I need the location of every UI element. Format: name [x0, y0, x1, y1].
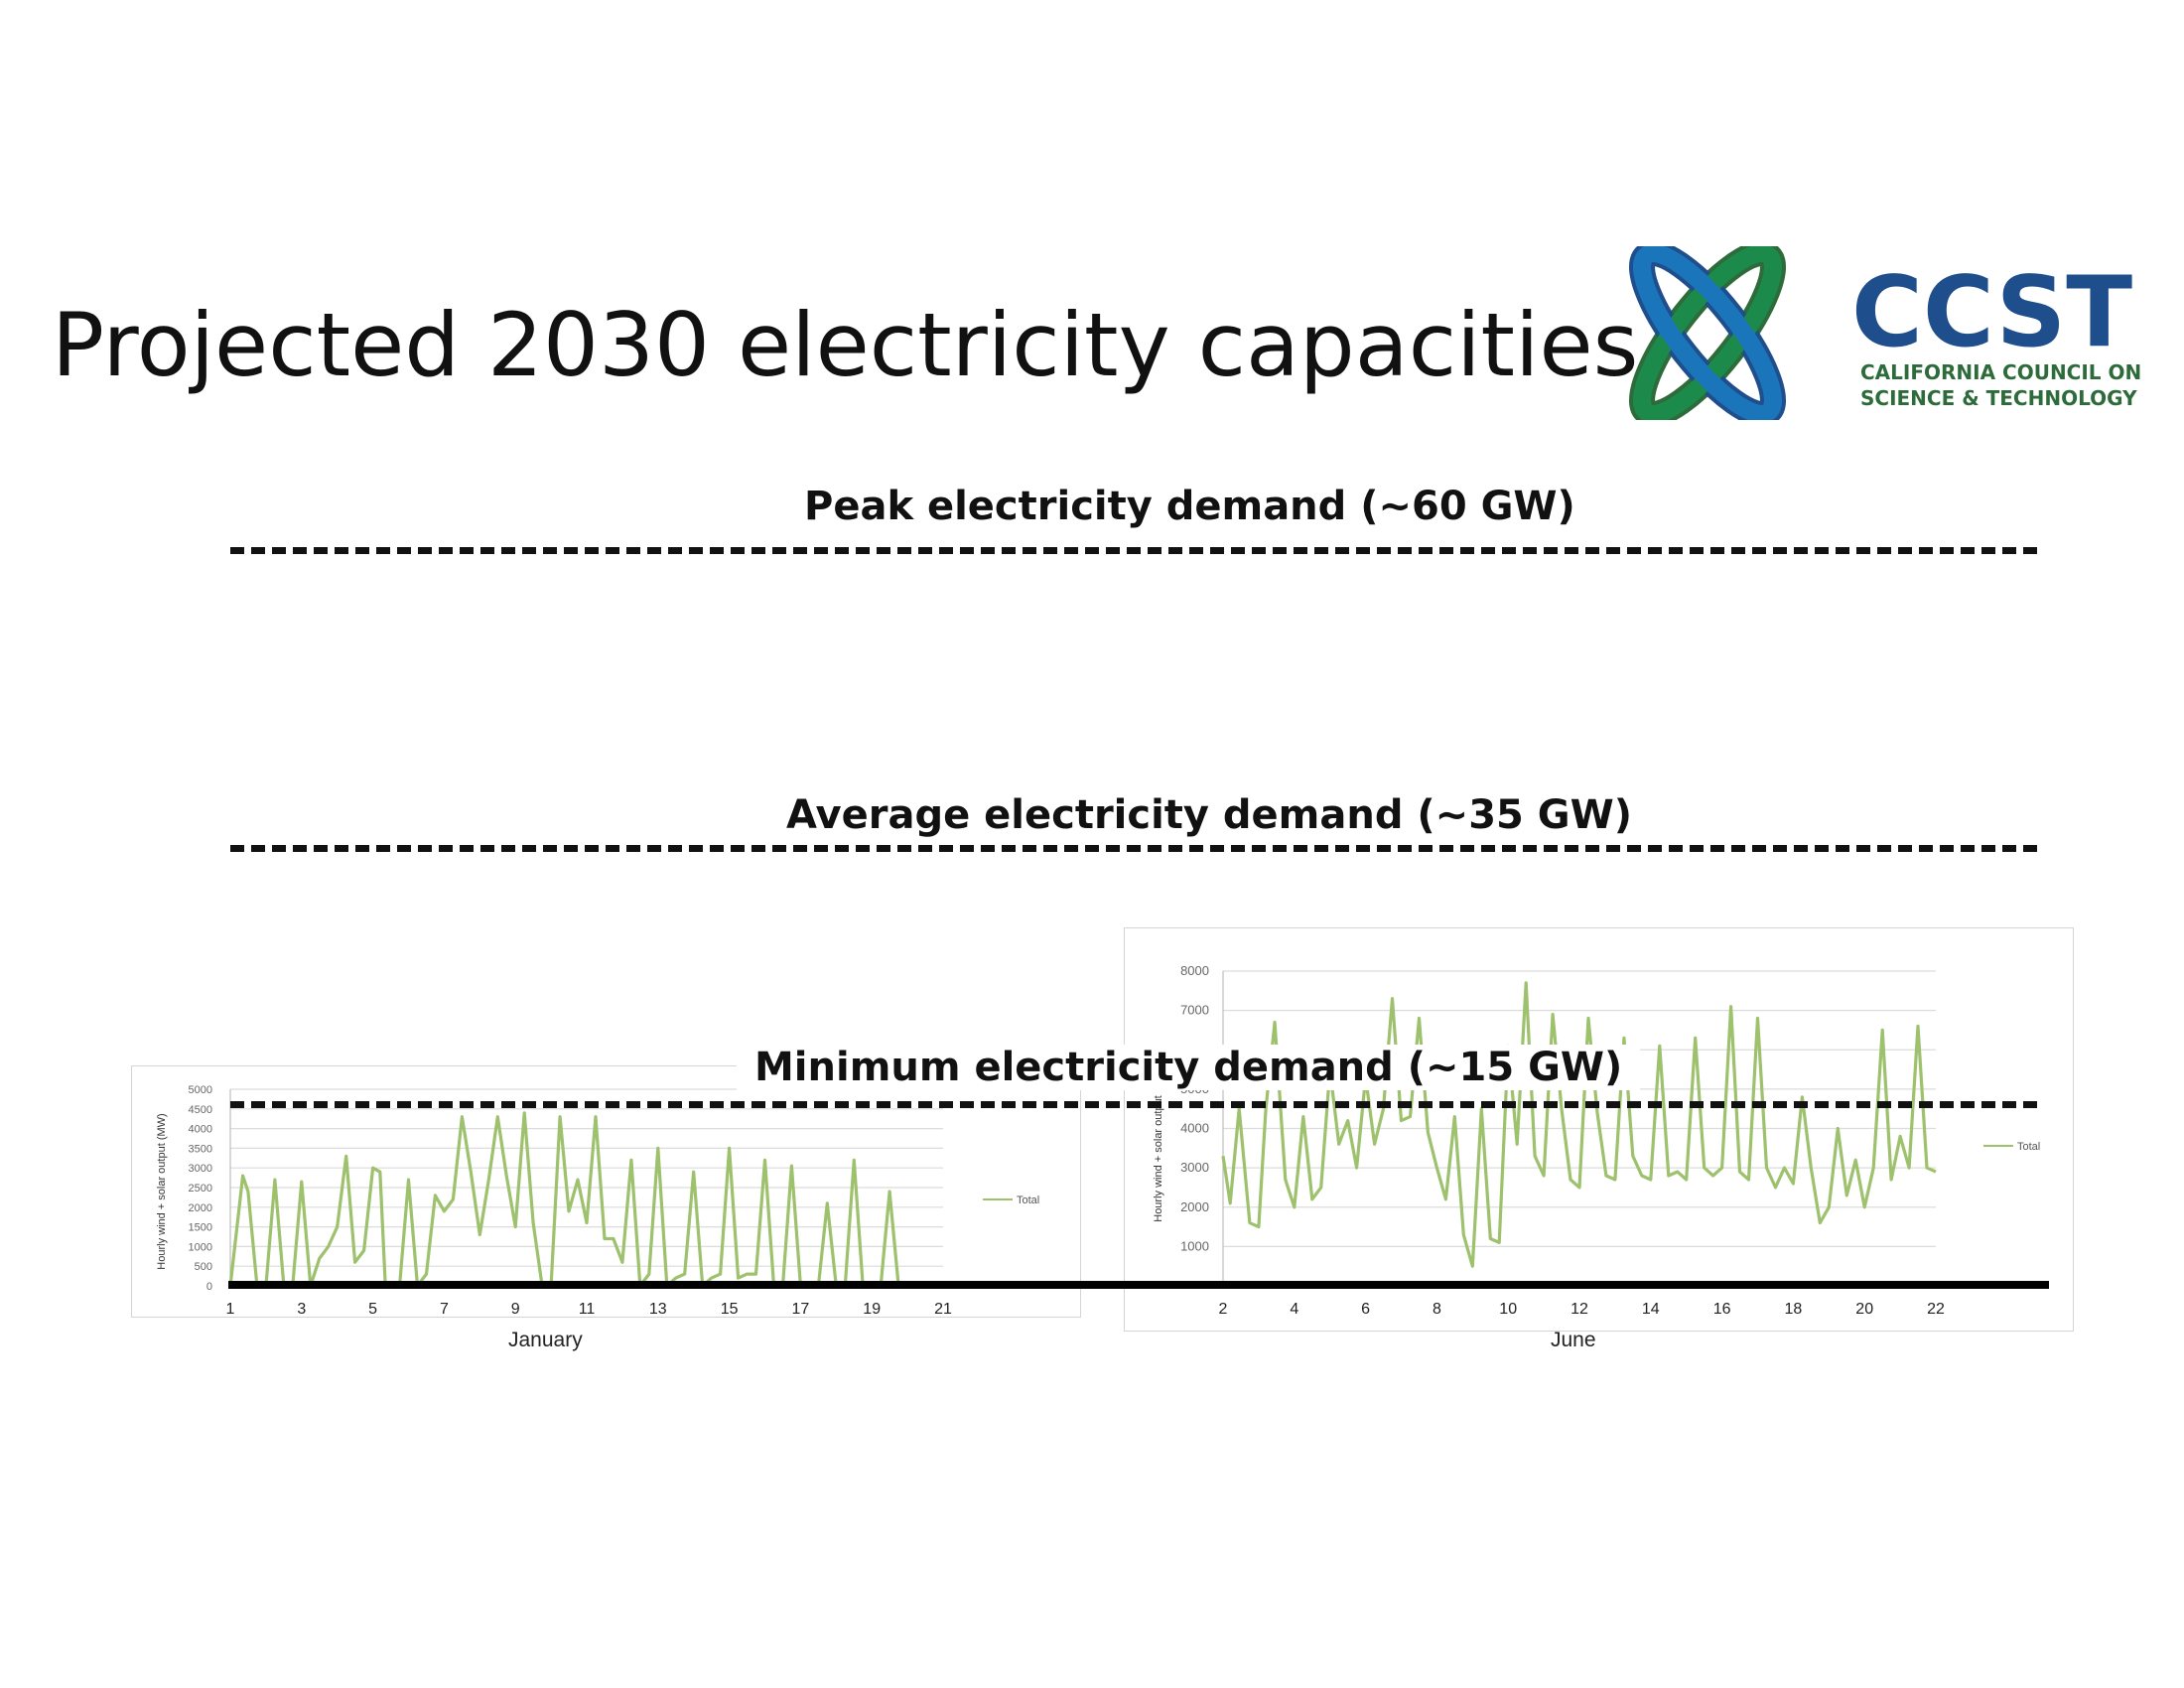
jun-x-tick-label: 10: [1499, 1301, 1517, 1318]
jan-x-tick-label: 9: [511, 1301, 520, 1318]
jan-x-tick-label: 17: [792, 1301, 810, 1318]
peak-demand-label: Peak electricity demand (~60 GW): [786, 484, 1593, 529]
jun-x-tick-label: 18: [1785, 1301, 1803, 1318]
ccst-logo: CCST CALIFORNIA COUNCIL ON SCIENCE & TEC…: [1629, 246, 2141, 420]
jan-y-axis-label: Hourly wind + solar output (MW): [156, 1113, 168, 1269]
average-demand-label: Average electricity demand (~35 GW): [768, 792, 1651, 838]
slide-title: Projected 2030 electricity capacities: [52, 294, 1639, 396]
jan-y-tick-label: 5000: [189, 1084, 212, 1096]
jan-series-line-total: [228, 1111, 943, 1288]
jan-x-tick-label: 19: [863, 1301, 881, 1318]
jan-x-tick-label: 3: [297, 1301, 306, 1318]
jan-y-tick-label: 2500: [189, 1183, 212, 1195]
jan-x-tick-label: 11: [579, 1301, 596, 1318]
jun-y-tick-label: 8000: [1180, 963, 1209, 978]
ccst-emblem-icon: [1629, 246, 1786, 420]
jun-y-tick-label: 1000: [1180, 1238, 1209, 1253]
jun-x-tick-label: 2: [1219, 1301, 1228, 1318]
jan-y-tick-label: 0: [206, 1281, 212, 1293]
minimum-demand-label: Minimum electricity demand (~15 GW): [737, 1045, 1641, 1090]
jan-x-tick-label: 1: [226, 1301, 235, 1318]
jan-x-tick-label: 13: [649, 1301, 667, 1318]
jun-x-tick-label: 16: [1713, 1301, 1731, 1318]
jan-x-tick-label: 5: [368, 1301, 377, 1318]
jan-legend-label: Total: [1017, 1195, 1039, 1206]
minimum-demand-line: [230, 1101, 2037, 1108]
jan-y-tick-label: 4000: [189, 1124, 212, 1136]
jun-y-tick-label: 4000: [1180, 1121, 1209, 1136]
jun-x-tick-label: 22: [1927, 1301, 1945, 1318]
jun-y-axis-label: Hourly wind + solar output: [1153, 1095, 1164, 1221]
logo-acronym: CCST: [1851, 256, 2132, 369]
jun-legend-label: Total: [2017, 1141, 2040, 1153]
jan-y-tick-label: 1000: [189, 1241, 212, 1253]
peak-demand-line: [230, 547, 2037, 554]
jan-y-tick-label: 4500: [189, 1104, 212, 1116]
jun-x-tick-label: 4: [1290, 1301, 1298, 1318]
jun-x-tick-label: 14: [1642, 1301, 1660, 1318]
jan-y-tick-label: 500: [195, 1261, 212, 1273]
jan-y-tick-label: 3000: [189, 1163, 212, 1175]
jan-y-tick-label: 2000: [189, 1202, 212, 1214]
jun-x-tick-label: 6: [1361, 1301, 1370, 1318]
jan-y-tick-label: 3500: [189, 1143, 212, 1155]
jan-x-tick-label: 7: [440, 1301, 449, 1318]
january-label: January: [508, 1329, 583, 1351]
jun-y-tick-label: 2000: [1180, 1199, 1209, 1214]
jun-y-tick-label: 7000: [1180, 1003, 1209, 1018]
logo-line2: SCIENCE & TECHNOLOGY: [1860, 386, 2137, 410]
jan-x-tick-label: 15: [721, 1301, 739, 1318]
jun-x-tick-label: 20: [1855, 1301, 1873, 1318]
june-label: June: [1551, 1329, 1596, 1351]
zero-baseline: [228, 1281, 2049, 1289]
jun-y-tick-label: 3000: [1180, 1160, 1209, 1175]
jan-y-tick-label: 1500: [189, 1222, 212, 1234]
jan-x-tick-label: 21: [934, 1301, 952, 1318]
logo-line1: CALIFORNIA COUNCIL ON: [1860, 360, 2141, 384]
jun-series-line-total: [1221, 981, 1937, 1268]
jun-x-tick-label: 8: [1433, 1301, 1441, 1318]
average-demand-line: [230, 845, 2037, 852]
jun-x-tick-label: 12: [1570, 1301, 1588, 1318]
